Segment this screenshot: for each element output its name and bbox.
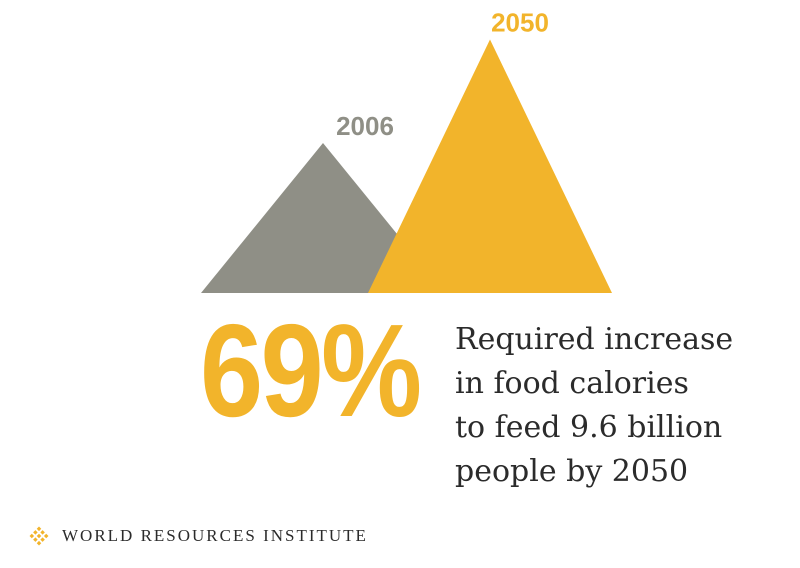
mountain-2050 — [368, 39, 612, 293]
stat-caption: Required increase in food calories to fe… — [455, 318, 785, 494]
organization-name: WORLD RESOURCES INSTITUTE — [62, 526, 368, 545]
caption-line: in food calories — [455, 366, 689, 401]
mountain-chart: 2006 2050 — [201, 8, 612, 293]
percent-increase-stat: 69% — [200, 297, 422, 444]
caption-line: people by 2050 — [455, 454, 689, 489]
year-label-2050: 2050 — [491, 8, 549, 38]
caption-line: to feed 9.6 billion — [455, 410, 723, 445]
mountain-2006 — [201, 143, 445, 293]
wri-logo-icon — [29, 526, 49, 546]
caption-line: Required increase — [455, 322, 734, 357]
footer: WORLD RESOURCES INSTITUTE — [26, 523, 368, 549]
year-label-2006: 2006 — [336, 111, 394, 141]
